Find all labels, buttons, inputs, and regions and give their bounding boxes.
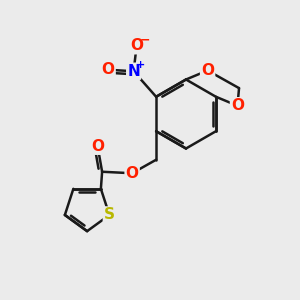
Text: O: O (91, 139, 104, 154)
Text: −: − (140, 34, 150, 47)
Text: O: O (130, 38, 143, 53)
Text: O: O (231, 98, 244, 113)
Text: +: + (136, 60, 145, 70)
Text: O: O (102, 62, 115, 77)
Text: O: O (126, 166, 139, 181)
Text: N: N (127, 64, 140, 79)
Text: S: S (104, 208, 115, 223)
Text: O: O (201, 63, 214, 78)
